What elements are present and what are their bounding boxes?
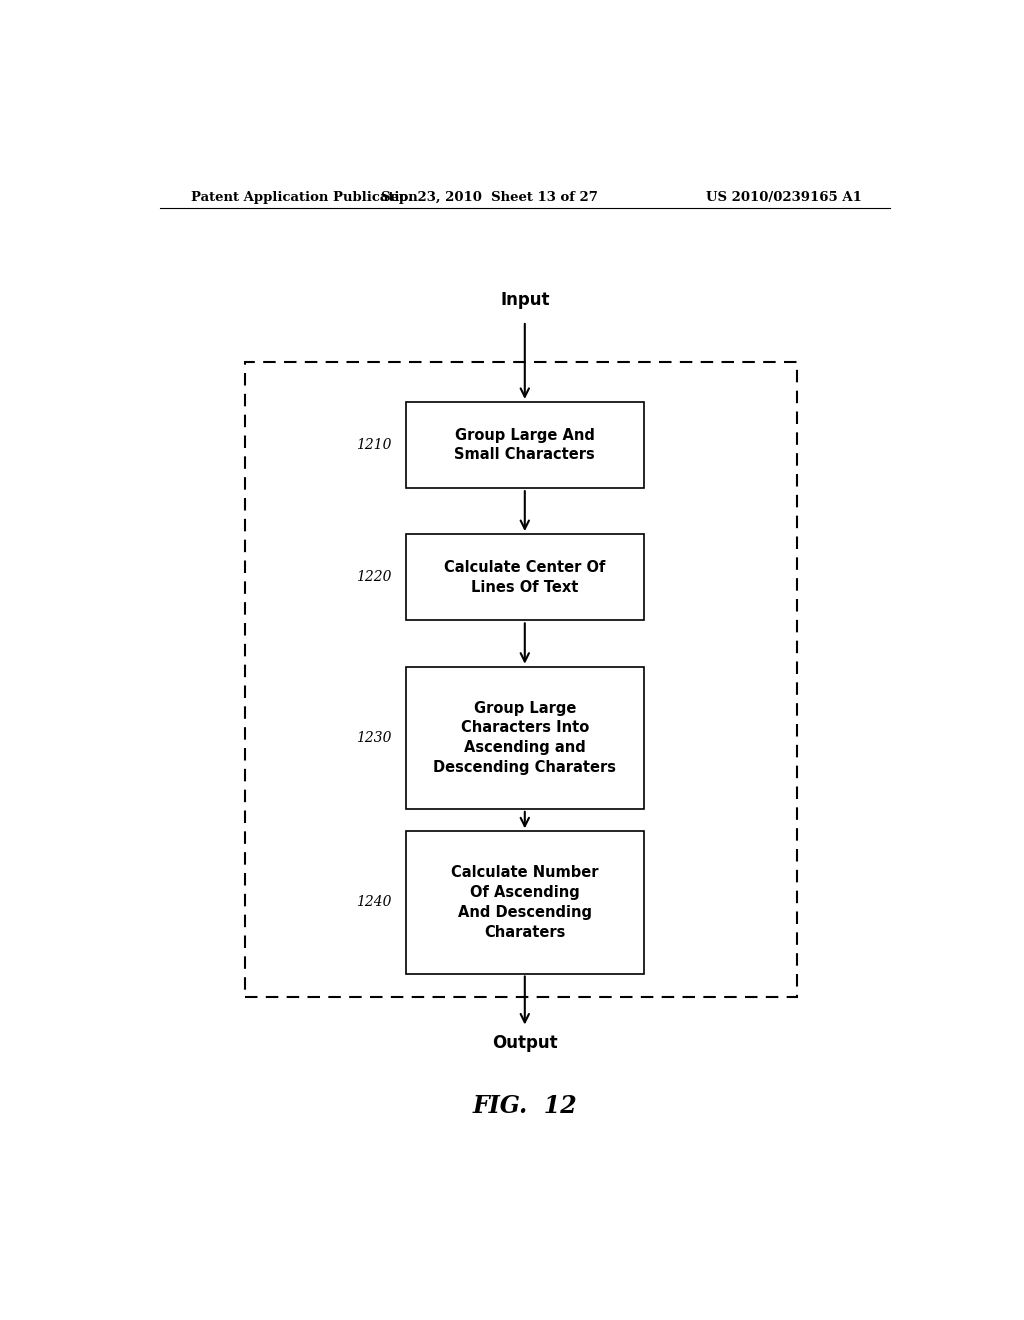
Bar [406,401,644,488]
Text: Output: Output [492,1034,558,1052]
Text: Patent Application Publication: Patent Application Publication [191,190,418,203]
Text: Group Large
Characters Into
Ascending and
Descending Charaters: Group Large Characters Into Ascending an… [433,701,616,775]
Text: Sep. 23, 2010  Sheet 13 of 27: Sep. 23, 2010 Sheet 13 of 27 [381,190,598,203]
Text: US 2010/0239165 A1: US 2010/0239165 A1 [707,190,862,203]
Text: FIG.  12: FIG. 12 [472,1094,578,1118]
Text: Group Large And
Small Characters: Group Large And Small Characters [455,428,595,462]
Text: 1220: 1220 [356,570,391,585]
Bar [406,667,644,809]
Bar [406,535,644,620]
Bar [406,832,644,974]
Text: 1230: 1230 [356,731,391,744]
Text: Calculate Number
Of Ascending
And Descending
Charaters: Calculate Number Of Ascending And Descen… [451,865,599,940]
Text: Calculate Center Of
Lines Of Text: Calculate Center Of Lines Of Text [444,560,605,594]
Text: Input: Input [500,290,550,309]
Bar [246,362,797,997]
Text: 1210: 1210 [356,438,391,451]
Text: 1240: 1240 [356,895,391,909]
